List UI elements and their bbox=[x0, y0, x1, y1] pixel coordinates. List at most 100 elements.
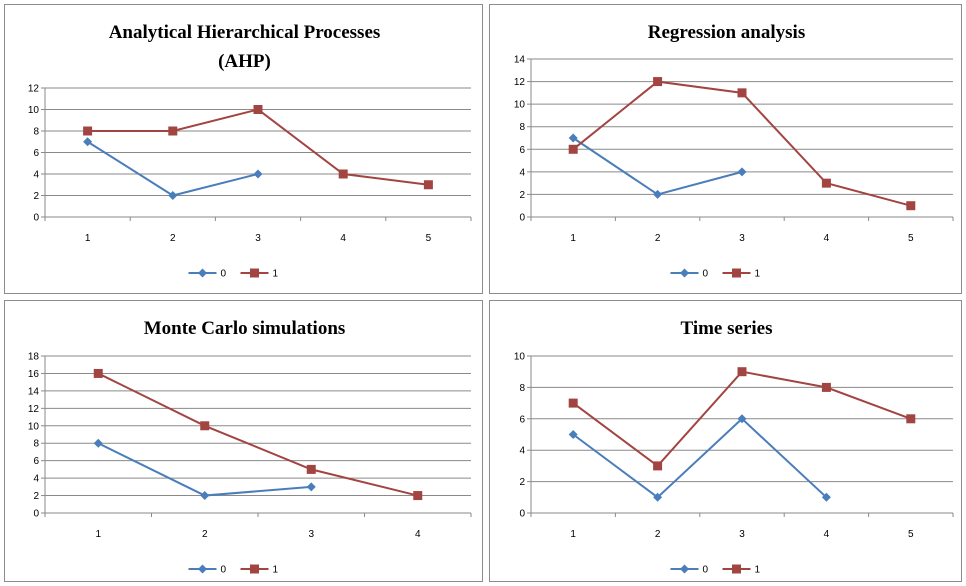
x-tick-label: 2 bbox=[655, 233, 661, 244]
y-tick-label: 8 bbox=[519, 122, 525, 133]
chart-title: Monte Carlo simulations bbox=[144, 318, 346, 339]
series-1-line bbox=[97, 372, 418, 497]
x-tick-label: 1 bbox=[85, 233, 91, 244]
legend-label-0: 0 bbox=[703, 565, 709, 576]
series-1-point bbox=[737, 367, 747, 377]
y-tick-label: 18 bbox=[28, 352, 40, 363]
y-tick-label: 6 bbox=[33, 148, 39, 159]
legend-label-0: 0 bbox=[221, 565, 227, 576]
legend-label-1: 1 bbox=[273, 269, 279, 280]
series-0-line bbox=[87, 140, 259, 197]
series-1-point bbox=[168, 126, 178, 136]
x-tick-label: 2 bbox=[655, 529, 661, 540]
x-tick-label: 2 bbox=[170, 233, 176, 244]
legend-label-1: 1 bbox=[273, 565, 279, 576]
chart-panel-regression: Regression analysis 0 2 4 6 8 10 12 14 1 2 3 4 5 0 1 bbox=[489, 4, 962, 294]
y-tick-label: 0 bbox=[33, 509, 39, 520]
series-0-point bbox=[568, 133, 578, 143]
chart-panel-ahp: Analytical Hierarchical Processes (AHP) 0 2… bbox=[4, 4, 483, 294]
legend-marker-1 bbox=[732, 564, 741, 574]
series-1-point bbox=[423, 180, 433, 190]
y-tick-label: 2 bbox=[33, 191, 39, 202]
chart-title: (AHP) bbox=[218, 51, 271, 72]
y-tick-label: 2 bbox=[519, 190, 525, 201]
y-tick-label: 10 bbox=[514, 100, 526, 111]
series-0-point bbox=[83, 137, 93, 147]
legend-marker-1 bbox=[250, 268, 259, 278]
y-tick-label: 4 bbox=[33, 474, 39, 485]
legend-marker-0 bbox=[198, 564, 207, 574]
x-tick-label: 5 bbox=[908, 233, 914, 244]
series-0-point bbox=[253, 169, 263, 179]
legend-marker-1 bbox=[250, 564, 259, 574]
series-0-point bbox=[737, 167, 747, 177]
legend-marker-0 bbox=[680, 564, 689, 574]
x-tick-label: 5 bbox=[426, 233, 432, 244]
series-1-point bbox=[93, 368, 103, 378]
legend-label-0: 0 bbox=[703, 269, 709, 280]
y-tick-label: 4 bbox=[519, 167, 525, 178]
legend-marker-1 bbox=[732, 268, 741, 278]
series-1-point bbox=[653, 77, 663, 87]
y-tick-label: 8 bbox=[519, 383, 525, 394]
y-tick-label: 10 bbox=[514, 352, 526, 363]
y-tick-label: 12 bbox=[28, 84, 40, 95]
y-tick-label: 16 bbox=[28, 369, 40, 380]
x-tick-label: 1 bbox=[570, 529, 576, 540]
x-tick-label: 4 bbox=[824, 529, 830, 540]
series-1-point bbox=[568, 144, 578, 154]
x-tick-label: 3 bbox=[255, 233, 261, 244]
series-0-point bbox=[568, 430, 578, 439]
y-tick-label: 10 bbox=[28, 421, 40, 432]
y-tick-label: 8 bbox=[33, 439, 39, 450]
legend-marker-0 bbox=[680, 268, 689, 278]
chart-title: Time series bbox=[681, 318, 773, 339]
series-1-point bbox=[306, 464, 316, 474]
series-1-point bbox=[821, 178, 831, 188]
x-tick-label: 4 bbox=[824, 233, 830, 244]
series-0-point bbox=[653, 492, 663, 502]
series-1-point bbox=[906, 414, 916, 424]
series-1-point bbox=[568, 398, 578, 408]
y-tick-label: 10 bbox=[28, 105, 40, 116]
chart-ahp: Analytical Hierarchical Processes (AHP) 0 2… bbox=[28, 22, 472, 280]
legend-label-0: 0 bbox=[221, 269, 227, 280]
x-tick-label: 1 bbox=[95, 529, 101, 540]
series-1-point bbox=[653, 461, 663, 471]
y-tick-label: 14 bbox=[514, 55, 526, 66]
series-0-line bbox=[572, 137, 743, 196]
y-tick-label: 12 bbox=[514, 77, 526, 88]
series-0-line bbox=[97, 442, 312, 497]
series-0-point bbox=[737, 414, 747, 424]
series-0-point bbox=[653, 189, 663, 199]
y-tick-label: 8 bbox=[33, 127, 39, 138]
y-tick-label: 12 bbox=[28, 404, 40, 415]
series-1-point bbox=[200, 421, 210, 431]
y-tick-label: 4 bbox=[33, 170, 39, 181]
chart-panel-monte-carlo: Monte Carlo simulations 0 2 4 6 8 10 12 14 16 18 1 2… bbox=[4, 300, 483, 582]
x-tick-label: 3 bbox=[739, 529, 745, 540]
x-tick-label: 3 bbox=[308, 529, 314, 540]
series-1-line bbox=[572, 80, 912, 207]
series-1-point bbox=[338, 169, 348, 179]
y-tick-label: 6 bbox=[519, 145, 525, 156]
series-1-point bbox=[83, 126, 93, 136]
legend-marker-0 bbox=[198, 268, 207, 278]
y-tick-label: 4 bbox=[519, 446, 525, 457]
y-tick-label: 6 bbox=[33, 456, 39, 467]
y-tick-label: 0 bbox=[33, 213, 39, 224]
y-tick-label: 14 bbox=[28, 386, 40, 397]
legend-label-1: 1 bbox=[755, 269, 761, 280]
y-tick-label: 0 bbox=[519, 213, 525, 224]
chart-panel-time-series: Time series 0 2 4 6 8 10 1 2 3 4 5 0 1 bbox=[489, 300, 962, 582]
y-tick-label: 0 bbox=[519, 509, 525, 520]
series-1-point bbox=[906, 201, 916, 211]
chart-title: Analytical Hierarchical Processes bbox=[109, 22, 381, 43]
series-0-line bbox=[572, 417, 828, 499]
series-0-point bbox=[821, 492, 831, 502]
legend-label-1: 1 bbox=[755, 565, 761, 576]
series-0-point bbox=[168, 191, 178, 200]
